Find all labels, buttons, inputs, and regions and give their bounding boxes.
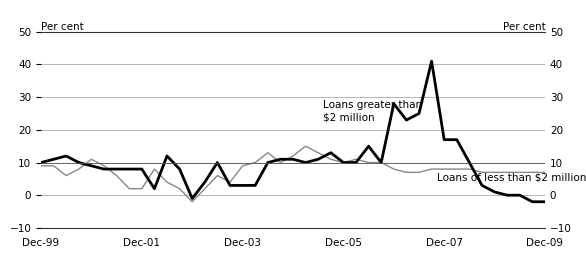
- Text: Loans greater than
$2 million: Loans greater than $2 million: [323, 100, 423, 122]
- Text: Per cent: Per cent: [503, 22, 546, 32]
- Text: Loans of less than $2 million: Loans of less than $2 million: [437, 172, 586, 182]
- Text: Per cent: Per cent: [40, 22, 83, 32]
